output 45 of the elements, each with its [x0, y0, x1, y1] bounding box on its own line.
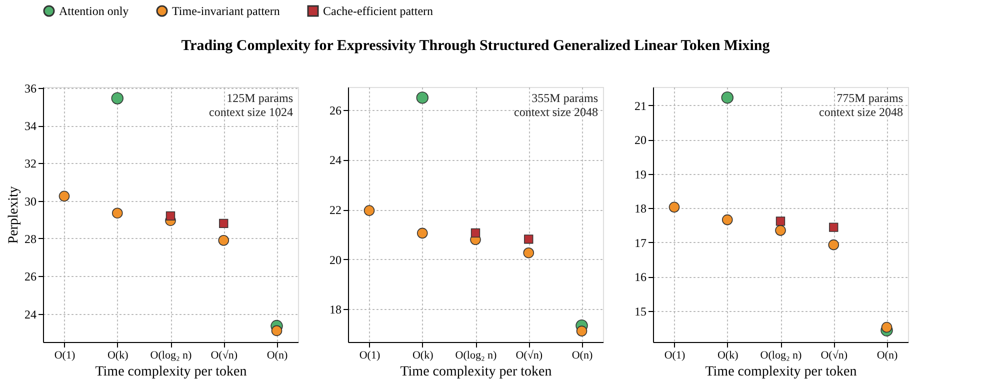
y-tick-label: 32: [24, 156, 36, 171]
x-tick-label: O(1): [664, 350, 686, 362]
legend-label: Attention only: [59, 4, 129, 18]
x-tick-label: O(log₂ n): [150, 350, 192, 362]
x-tick-label: O(1): [359, 350, 380, 362]
y-tick-label: 18: [634, 202, 646, 216]
y-tick-label: 20: [330, 252, 342, 267]
y-tick-label: 24: [330, 153, 342, 168]
x-tick-label: O(√n): [516, 350, 543, 362]
y-tick-label: 28: [24, 232, 36, 246]
x-tick-label: O(n): [266, 350, 288, 362]
annotation: 775M params context size 2048: [819, 91, 904, 119]
y-tick-label: 15: [634, 304, 646, 318]
x-tick-label: O(n): [572, 350, 593, 362]
x-tick-label: O(1): [54, 350, 76, 362]
y-tick-label: 19: [634, 167, 646, 182]
x-tick-label: O(k): [412, 350, 434, 362]
x-tick-label: O(√n): [820, 350, 848, 362]
annotation: 125M params context size 1024: [209, 91, 294, 119]
chart-title: Trading Complexity for Expressivity Through Structured Generalized Linear Token Mixing: [181, 38, 770, 54]
y-tick-label: 26: [330, 103, 342, 118]
x-axis-title: Time complexity per token: [400, 364, 552, 380]
x-axis-title: Time complexity per token: [95, 364, 247, 380]
y-tick-label: 34: [24, 119, 36, 134]
x-tick-label: O(log₂ n): [760, 350, 802, 362]
y-tick-label: 30: [24, 194, 36, 208]
y-tick-label: 22: [330, 203, 342, 218]
y-tick-label: 17: [634, 236, 646, 250]
x-tick-label: O(√n): [210, 350, 238, 362]
y-tick-label: 26: [24, 270, 36, 284]
x-tick-label: O(k): [717, 350, 739, 362]
x-tick-label: O(k): [107, 350, 129, 362]
legend-label: Time-invariant pattern: [172, 4, 280, 18]
y-tick-label: 16: [634, 270, 646, 284]
y-tick-label: 21: [634, 98, 646, 113]
y-tick-label: 24: [24, 307, 36, 322]
y-tick-label: 18: [330, 302, 342, 317]
x-axis-title: Time complexity per token: [705, 364, 857, 380]
y-tick-label: 36: [24, 81, 36, 96]
y-axis-title: Perplexity: [6, 186, 22, 244]
annotation: 355M params context size 2048: [514, 91, 598, 119]
x-tick-label: O(log₂ n): [455, 350, 498, 362]
x-tick-label: O(n): [876, 350, 898, 362]
legend-label: Cache-efficient pattern: [323, 4, 434, 18]
y-tick-label: 20: [634, 133, 646, 148]
